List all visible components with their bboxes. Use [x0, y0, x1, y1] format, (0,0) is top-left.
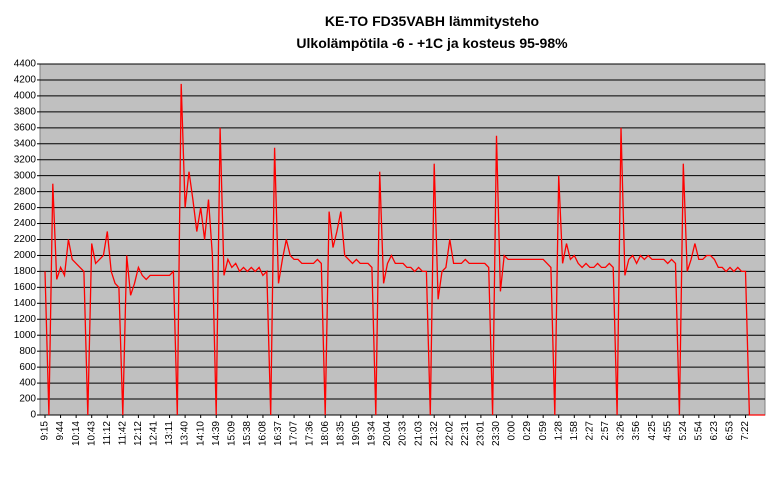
x-tick-label: 13:40	[180, 421, 191, 446]
x-tick-label: 15:09	[226, 421, 237, 446]
y-tick-label: 800	[19, 346, 36, 357]
x-tick-label: 16:08	[258, 421, 269, 446]
x-tick-label: 14:10	[195, 421, 206, 446]
x-tick-label: 7:22	[740, 421, 751, 441]
y-tick-label: 1600	[14, 282, 37, 293]
y-tick-label: 3600	[14, 122, 37, 133]
y-tick-label: 3800	[14, 107, 37, 118]
x-tick-label: 2:27	[585, 421, 596, 441]
x-tick-label: 4:55	[662, 421, 673, 441]
x-tick-label: 17:07	[289, 421, 300, 446]
y-tick-label: 2200	[14, 234, 37, 245]
x-tick-label: 23:30	[491, 421, 502, 446]
x-tick-label: 5:54	[693, 421, 704, 441]
x-tick-label: 5:24	[678, 421, 689, 441]
x-tick-label: 0:59	[538, 421, 549, 441]
x-tick-label: 0:29	[522, 421, 533, 441]
y-tick-label: 200	[19, 394, 36, 405]
data-line	[44, 83, 765, 416]
y-tick-label: 1800	[14, 266, 37, 277]
y-tick-label: 2600	[14, 202, 37, 213]
x-tick-label: 22:02	[444, 421, 455, 446]
x-tick-label: 17:36	[304, 421, 315, 446]
y-tick-label: 2400	[14, 218, 37, 229]
y-tick-label: 1200	[14, 314, 37, 325]
y-tick-label: 3200	[14, 154, 37, 165]
x-tick-label: 1:28	[553, 421, 564, 441]
x-tick-label: 16:37	[273, 421, 284, 446]
x-tick-label: 1:58	[569, 421, 580, 441]
y-tick-label: 1400	[14, 298, 37, 309]
y-tick-label: 4400	[14, 59, 37, 70]
y-tick-label: 2000	[14, 250, 37, 261]
y-tick-label: 600	[19, 362, 36, 373]
x-tick-label: 23:01	[476, 421, 487, 446]
y-tick-label: 3400	[14, 138, 37, 149]
y-tick-label: 3000	[14, 170, 37, 181]
x-tick-label: 12:12	[133, 421, 144, 446]
y-tick-label: 4200	[14, 75, 37, 86]
x-tick-label: 19:34	[367, 421, 378, 446]
x-tick-label: 11:12	[102, 421, 113, 446]
x-tick-label: 4:25	[647, 421, 658, 441]
chart-title: KE-TO FD35VABH lämmitysteho	[325, 13, 539, 29]
y-tick-label: 400	[19, 378, 36, 389]
x-tick-label: 22:31	[460, 421, 471, 446]
x-tick-label: 15:38	[242, 421, 253, 446]
x-tick-label: 12:41	[149, 421, 160, 446]
x-tick-label: 10:43	[86, 421, 97, 446]
x-tick-label: 6:23	[709, 421, 720, 441]
x-tick-label: 9:15	[40, 421, 51, 441]
x-tick-label: 3:26	[616, 421, 627, 441]
x-tick-label: 19:05	[351, 421, 362, 446]
x-tick-label: 20:04	[382, 421, 393, 446]
x-tick-label: 0:00	[507, 421, 518, 441]
x-tick-label: 14:39	[211, 421, 222, 446]
x-tick-label: 9:44	[55, 421, 66, 441]
x-tick-label: 18:35	[335, 421, 346, 446]
y-tick-label: 4000	[14, 91, 37, 102]
x-tick-label: 13:11	[164, 421, 175, 446]
x-tick-label: 2:57	[600, 421, 611, 441]
x-tick-label: 11:42	[117, 421, 128, 446]
y-tick-label: 2800	[14, 186, 37, 197]
x-tick-label: 10:14	[71, 421, 82, 446]
y-tick-label: 0	[30, 410, 36, 421]
x-tick-label: 6:53	[725, 421, 736, 441]
x-tick-label: 21:32	[429, 421, 440, 446]
y-tick-label: 1000	[14, 330, 37, 341]
x-tick-label: 3:56	[631, 421, 642, 441]
x-tick-label: 20:33	[398, 421, 409, 446]
x-tick-label: 18:06	[320, 421, 331, 446]
chart-subtitle: Ulkolämpötila -6 - +1C ja kosteus 95-98%	[296, 35, 568, 51]
x-tick-label: 21:03	[413, 421, 424, 446]
